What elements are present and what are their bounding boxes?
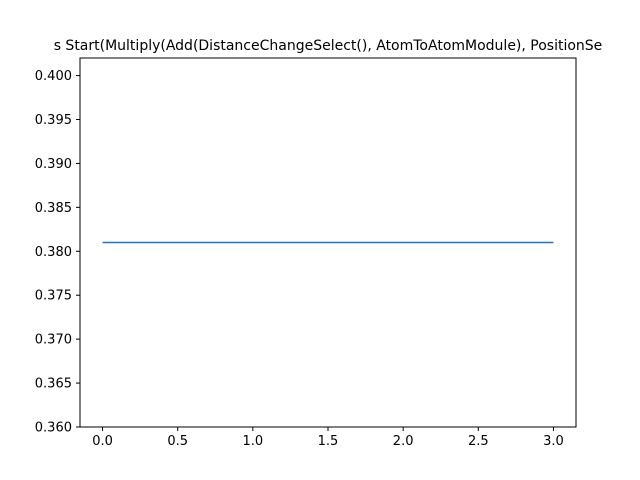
y-tick-label: 0.360 xyxy=(35,421,72,436)
x-tick-label: 3.0 xyxy=(543,434,564,449)
y-tick-label: 0.395 xyxy=(35,113,72,128)
x-tick-label: 1.5 xyxy=(318,434,339,449)
y-tick-label: 0.370 xyxy=(35,333,72,348)
x-tick-label: 1.0 xyxy=(243,434,264,449)
y-tick-label: 0.385 xyxy=(35,201,72,216)
y-tick-label: 0.365 xyxy=(35,377,72,392)
x-tick-label: 0.5 xyxy=(167,434,188,449)
chart-title: s Start(Multiply(Add(DistanceChangeSelec… xyxy=(54,38,603,54)
x-tick-label: 0.0 xyxy=(92,434,113,449)
x-tick-label: 2.5 xyxy=(468,434,489,449)
y-tick-label: 0.390 xyxy=(35,157,72,172)
y-tick-label: 0.400 xyxy=(35,69,72,84)
y-tick-label: 0.380 xyxy=(35,245,72,260)
x-tick-label: 2.0 xyxy=(393,434,414,449)
y-tick-label: 0.375 xyxy=(35,289,72,304)
